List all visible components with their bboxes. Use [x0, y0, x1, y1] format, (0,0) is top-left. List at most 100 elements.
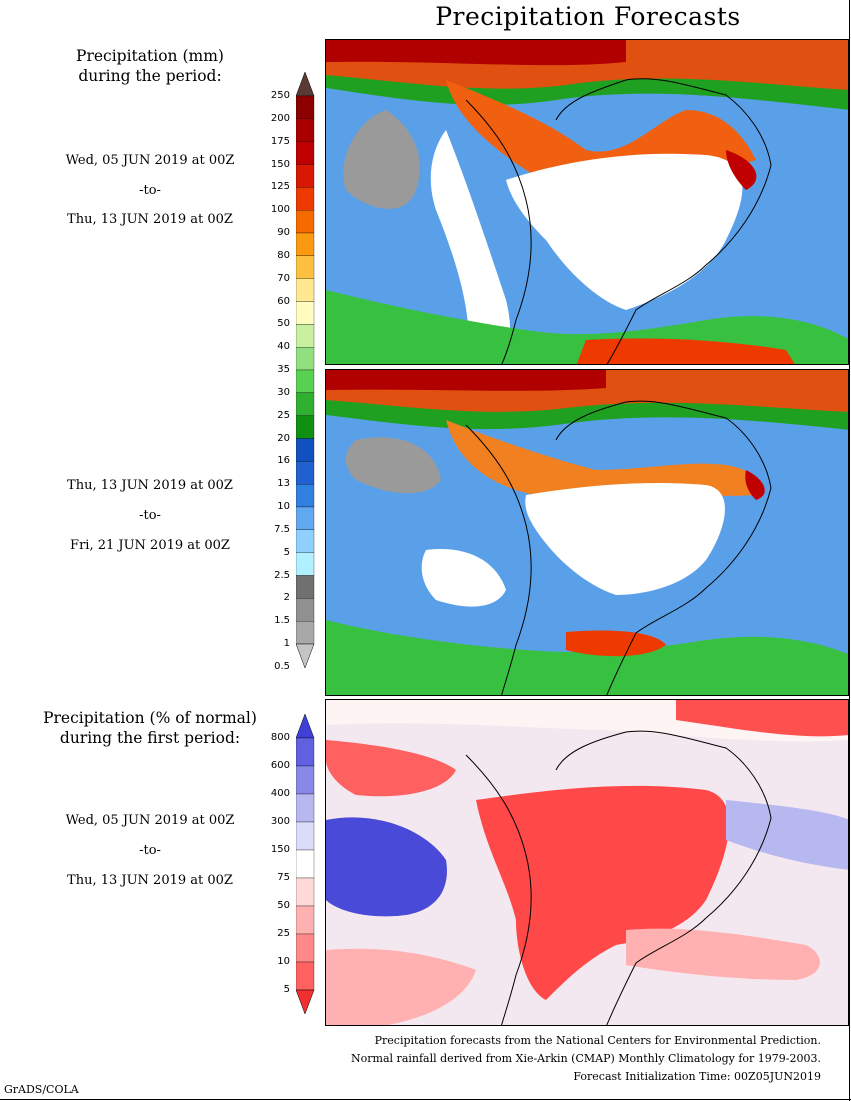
mm-colorbar-swatch — [296, 301, 315, 325]
pct-colorbar-swatch — [296, 933, 315, 963]
period1-end: Thu, 13 JUN 2019 at 00Z — [67, 212, 233, 227]
footer-line2: Normal rainfall derived from Xie-Arkin (… — [351, 1052, 821, 1065]
mm-colorbar-swatch — [296, 552, 315, 576]
mm-colorbar-tick-label: 250 — [270, 90, 290, 101]
mm-colorbar-swatch — [296, 621, 315, 645]
pct-heading-line1: Precipitation (% of normal) — [43, 709, 257, 727]
mm-colorbar-swatch — [296, 210, 315, 234]
period3-end: Thu, 13 JUN 2019 at 00Z — [67, 873, 233, 888]
pct-colorbar-tick-label: 800 — [270, 732, 290, 743]
mm-colorbar-tick-label: 10 — [277, 501, 290, 512]
map-panel-percent-normal — [325, 699, 849, 1026]
pct-colorbar-tick-label: 75 — [277, 872, 290, 883]
pct-colorbar-tick-label: 10 — [277, 956, 290, 967]
pct-colorbar-tick-label: 5 — [283, 984, 290, 995]
pct-colorbar-swatch — [296, 905, 315, 935]
mm-colorbar-tick-label: 0.5 — [274, 660, 290, 672]
pct-colorbar-tick-label: 400 — [270, 788, 290, 799]
right-border — [849, 0, 850, 1101]
footer-line1: Precipitation forecasts from the Nationa… — [374, 1034, 821, 1047]
mm-colorbar-tick-label: 80 — [277, 249, 290, 261]
pct-colorbar-tick-label: 150 — [270, 844, 290, 855]
mm-colorbar-swatch — [296, 438, 315, 462]
grads-credit: GrADS/COLA — [4, 1083, 79, 1096]
mm-colorbar-tick-label: 2 — [283, 592, 290, 604]
period1-separator: -to- — [139, 183, 161, 198]
mm-colorbar-tick-label: 1 — [283, 638, 290, 649]
pct-colorbar-swatch — [296, 877, 315, 907]
pct-colorbar-swatch — [296, 737, 315, 767]
mm-colorbar-swatch — [296, 232, 315, 256]
period3-separator: -to- — [139, 843, 161, 858]
period2-end: Fri, 21 JUN 2019 at 00Z — [70, 538, 230, 553]
mm-colorbar-tick-label: 16 — [277, 455, 290, 467]
mm-colorbar-tick-label: 50 — [277, 318, 290, 330]
mm-colorbar-tick-label: 60 — [277, 295, 290, 307]
mm-colorbar-tick-label: 13 — [277, 478, 290, 490]
mm-colorbar-tick-label: 25 — [277, 409, 290, 421]
mm-colorbar-tick-label: 35 — [277, 364, 290, 375]
map-panel-period2 — [325, 369, 849, 696]
mm-colorbar-swatch — [296, 369, 315, 393]
mm-section-heading: Precipitation (mm) during the period: — [20, 46, 280, 86]
pct-colorbar-swatch — [296, 961, 315, 991]
mm-colorbar-tick-label: 125 — [270, 181, 290, 193]
mm-colorbar-swatch — [296, 118, 315, 142]
mm-colorbar-swatch — [296, 392, 315, 416]
mm-colorbar-swatch — [296, 506, 315, 530]
mm-colorbar-tick-label: 7.5 — [274, 523, 290, 535]
pct-colorbar-tick-label: 50 — [277, 900, 290, 911]
mm-heading-line2: during the period: — [78, 67, 222, 85]
mm-colorbar-tick-label: 150 — [270, 158, 290, 170]
period1-start: Wed, 05 JUN 2019 at 00Z — [65, 153, 235, 168]
mm-colorbar-tick-label: 90 — [277, 227, 290, 238]
pct-heading-line2: during the first period: — [59, 729, 241, 747]
mm-colorbar-cap-top — [296, 72, 315, 97]
mm-colorbar-swatch — [296, 575, 315, 599]
mm-colorbar-swatch — [296, 461, 315, 485]
mm-colorbar-swatch — [296, 484, 315, 508]
mm-colorbar-tick-label: 30 — [277, 386, 290, 398]
mm-colorbar-tick-label: 5 — [283, 546, 290, 558]
mm-colorbar-swatch — [296, 415, 315, 439]
mm-colorbar-swatch — [296, 347, 315, 371]
mm-colorbar-swatch — [296, 529, 315, 553]
period2-separator: -to- — [139, 508, 161, 523]
footer-notes: Precipitation forecasts from the Nationa… — [351, 1032, 821, 1086]
period2-start: Thu, 13 JUN 2019 at 00Z — [67, 478, 233, 493]
pct-colorbar-tick-label: 300 — [270, 816, 290, 827]
mm-colorbar-swatch — [296, 255, 315, 279]
mm-colorbar-swatch — [296, 187, 315, 211]
pct-colorbar-cap-top — [296, 714, 315, 739]
mm-colorbar-tick-label: 100 — [270, 204, 290, 216]
period3-start: Wed, 05 JUN 2019 at 00Z — [65, 813, 235, 828]
bottom-border — [0, 1099, 851, 1100]
mm-colorbar-swatch — [296, 164, 315, 188]
map-panel-period1 — [325, 39, 849, 365]
pct-colorbar-swatch — [296, 765, 315, 795]
mm-colorbar-swatch — [296, 141, 315, 165]
mm-colorbar-tick-label: 1.5 — [274, 615, 290, 627]
pct-colorbar-swatch — [296, 821, 315, 851]
footer-line3: Forecast Initialization Time: 00Z05JUN20… — [573, 1070, 821, 1083]
mm-colorbar-swatch — [296, 598, 315, 622]
pct-colorbar — [296, 714, 315, 1014]
pct-colorbar-tick-label: 600 — [270, 760, 290, 771]
mm-colorbar-cap-bottom — [296, 643, 315, 668]
mm-colorbar-tick-label: 175 — [270, 135, 290, 147]
pct-colorbar-swatch — [296, 849, 315, 879]
mm-colorbar-tick-label: 200 — [270, 112, 290, 124]
pct-section-heading: Precipitation (% of normal) during the f… — [20, 708, 280, 748]
mm-colorbar-tick-label: 40 — [277, 341, 290, 353]
mm-colorbar-tick-label: 2.5 — [274, 569, 290, 581]
pct-colorbar-swatch — [296, 793, 315, 823]
pct-colorbar-cap-bottom — [296, 989, 315, 1014]
mm-colorbar-tick-label: 70 — [277, 272, 290, 284]
mm-colorbar — [296, 72, 315, 668]
mm-colorbar-swatch — [296, 324, 315, 348]
mm-colorbar-swatch — [296, 95, 315, 119]
mm-colorbar-tick-label: 20 — [277, 432, 290, 444]
page-title: Precipitation Forecasts — [435, 2, 741, 31]
mm-heading-line1: Precipitation (mm) — [76, 47, 224, 65]
pct-colorbar-tick-label: 25 — [277, 928, 290, 939]
